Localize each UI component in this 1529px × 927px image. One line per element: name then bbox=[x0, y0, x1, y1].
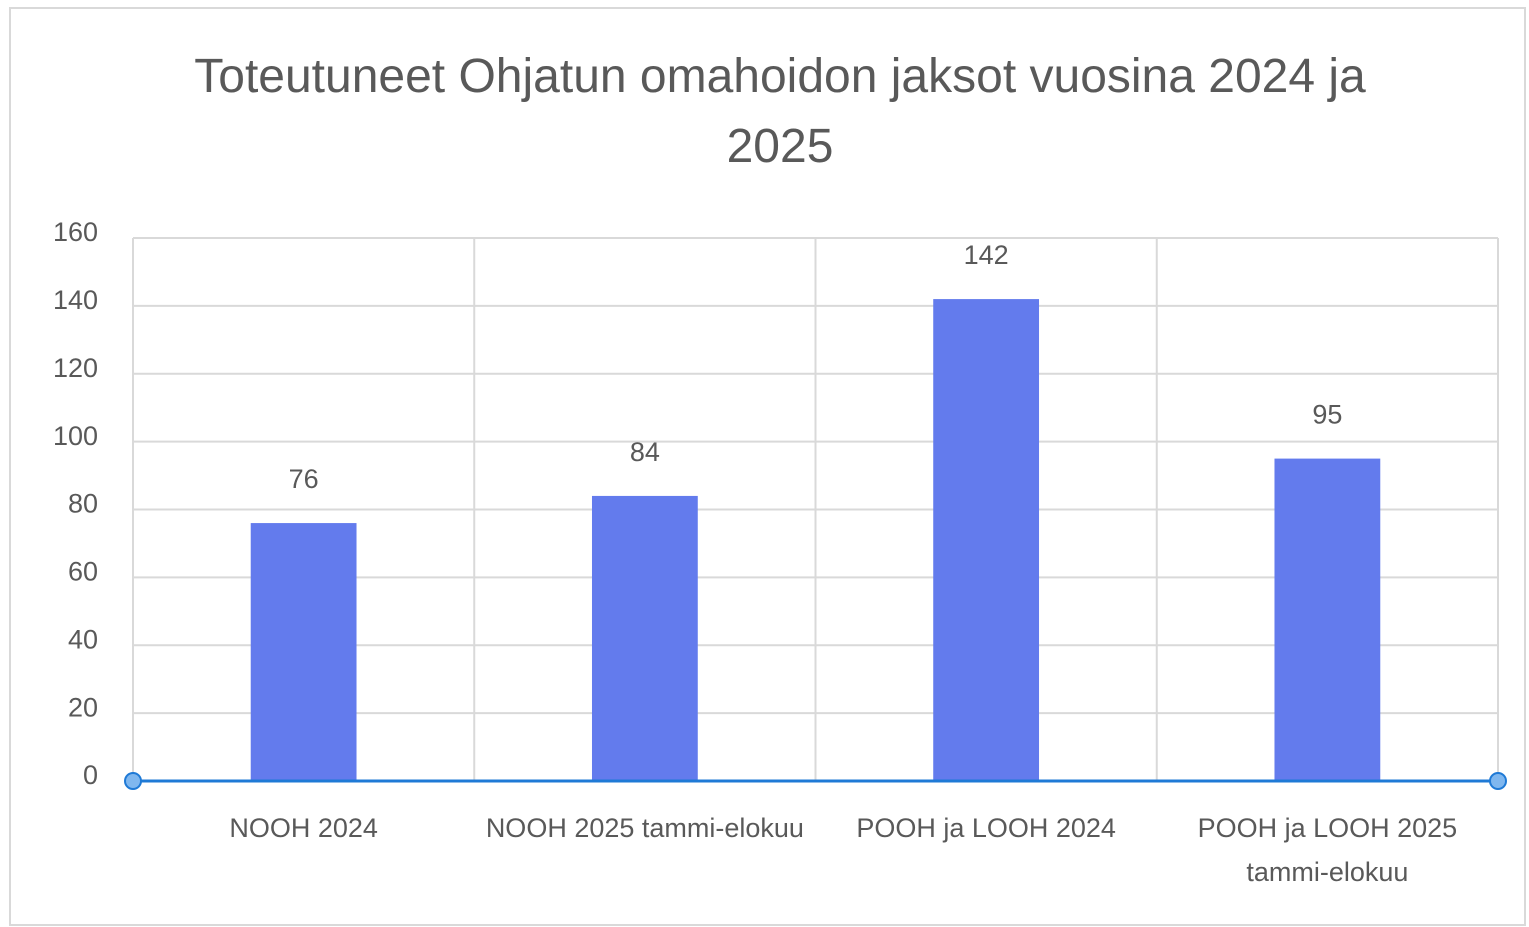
y-tick-label: 20 bbox=[68, 692, 98, 722]
bar bbox=[591, 495, 698, 781]
data-label: 84 bbox=[630, 437, 660, 467]
y-tick-label: 40 bbox=[68, 624, 98, 654]
data-label: 76 bbox=[289, 464, 319, 494]
bar bbox=[933, 299, 1040, 781]
y-tick-label: 80 bbox=[68, 489, 98, 519]
y-tick-label: 100 bbox=[53, 421, 98, 451]
x-tick-label: NOOH 2025 tammi-elokuu bbox=[485, 813, 804, 843]
y-tick-label: 140 bbox=[53, 285, 98, 315]
x-tick-label: POOH ja LOOH 2024 bbox=[856, 813, 1116, 843]
x-tick-label: NOOH 2024 bbox=[229, 813, 378, 843]
chart-title: Toteutuneet Ohjatun omahoidon jaksot vuo… bbox=[194, 50, 1366, 173]
selection-handle bbox=[1489, 772, 1507, 790]
y-tick-label: 160 bbox=[53, 217, 98, 247]
bar bbox=[250, 523, 357, 781]
data-label: 142 bbox=[964, 240, 1009, 270]
bar bbox=[1274, 458, 1381, 781]
y-tick-label: 60 bbox=[68, 557, 98, 587]
selection-handle bbox=[124, 772, 142, 790]
data-label: 95 bbox=[1312, 400, 1342, 430]
y-tick-label: 0 bbox=[83, 760, 98, 790]
x-tick-label: POOH ja LOOH 2025 tammi-elokuu bbox=[1197, 813, 1458, 887]
y-tick-label: 120 bbox=[53, 353, 98, 383]
